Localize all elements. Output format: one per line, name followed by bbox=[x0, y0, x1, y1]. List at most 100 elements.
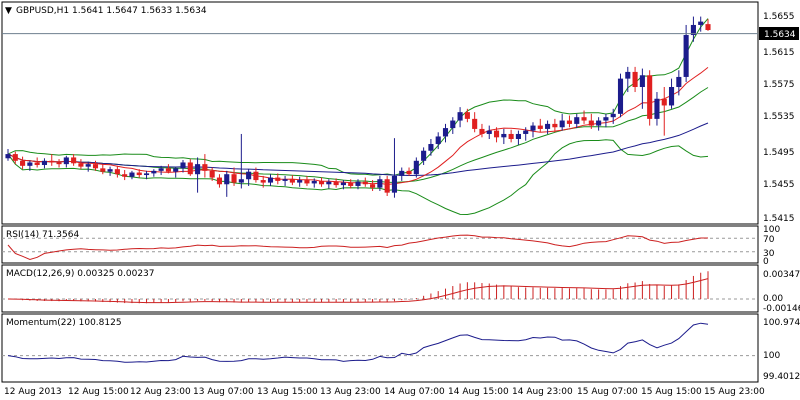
candle-body bbox=[5, 154, 11, 159]
candle-body bbox=[515, 133, 521, 139]
candle-body bbox=[647, 75, 653, 119]
candle-body bbox=[282, 179, 288, 181]
candle-body bbox=[246, 171, 252, 180]
candle-body bbox=[486, 130, 492, 134]
candle-body bbox=[41, 160, 48, 165]
bollinger-upper-band bbox=[7, 18, 709, 176]
price-axis-tick: 1.5575 bbox=[763, 80, 795, 90]
time-axis-tick: 14 Aug 23:00 bbox=[512, 387, 573, 397]
candle-body bbox=[122, 174, 128, 177]
rsi-title: RSI(14) 71.3564 bbox=[6, 230, 79, 240]
momentum-panel[interactable] bbox=[1, 313, 759, 383]
candle-body bbox=[333, 181, 339, 186]
candle-body bbox=[661, 98, 667, 106]
macd-title: MACD(12,26,9) 0.00325 0.00237 bbox=[6, 269, 155, 279]
moving-average-slow bbox=[7, 122, 709, 177]
candle-body bbox=[195, 164, 201, 175]
candle-body bbox=[421, 150, 427, 161]
price-axis: 1.5655 1.5615 1.5575 1.5535 1.5495 1.545… bbox=[763, 12, 795, 224]
candle-body bbox=[92, 164, 99, 169]
candle-body bbox=[165, 168, 171, 172]
candle-body bbox=[107, 169, 113, 172]
candle-body bbox=[158, 168, 164, 171]
candle-body bbox=[501, 133, 507, 138]
candle-body bbox=[151, 170, 157, 174]
candle-body bbox=[391, 175, 398, 193]
macd-axis-tick: 0.00347 bbox=[763, 270, 800, 280]
macd-axis: 0.00347 0.00 -0.00146 bbox=[763, 270, 800, 314]
candle-body bbox=[238, 179, 244, 183]
candle-body bbox=[676, 76, 682, 88]
momentum-axis-tick: 99.4012 bbox=[763, 372, 800, 382]
candle-body bbox=[216, 177, 223, 185]
time-axis-tick: 12 Aug 23:00 bbox=[130, 387, 191, 397]
rsi-panel[interactable] bbox=[1, 225, 759, 264]
candle-body bbox=[56, 162, 62, 165]
candle-body bbox=[413, 160, 419, 175]
candle-body bbox=[472, 118, 478, 129]
price-axis-tick: 1.5655 bbox=[763, 12, 795, 22]
candle-body bbox=[377, 179, 383, 188]
candle-body bbox=[63, 157, 69, 165]
candle-body bbox=[406, 170, 412, 175]
candle-body bbox=[632, 71, 638, 88]
candle-body bbox=[435, 136, 441, 145]
candle-body bbox=[668, 87, 675, 106]
candle-body bbox=[209, 170, 215, 178]
candle-body bbox=[559, 120, 565, 128]
candle-body bbox=[318, 180, 325, 185]
price-series-layer bbox=[5, 16, 711, 216]
candle-body bbox=[180, 162, 186, 169]
candle-body bbox=[457, 112, 463, 121]
macd-axis-tick: -0.00146 bbox=[763, 304, 800, 314]
candle-body bbox=[537, 125, 543, 129]
candle-body bbox=[20, 160, 26, 166]
price-axis-tick: 1.5495 bbox=[763, 148, 795, 158]
candle-body bbox=[49, 160, 55, 163]
price-axis-tick: 1.5615 bbox=[763, 48, 795, 58]
time-axis-tick: 15 Aug 07:00 bbox=[577, 387, 638, 397]
price-axis-tick: 1.5535 bbox=[763, 112, 795, 122]
macd-axis-tick: 0.00 bbox=[763, 294, 783, 304]
candle-body bbox=[275, 177, 281, 181]
candle-body bbox=[617, 78, 624, 114]
momentum-line bbox=[7, 322, 709, 363]
candle-body bbox=[399, 170, 405, 176]
candle-body bbox=[428, 144, 434, 151]
candle-body bbox=[370, 184, 376, 188]
time-axis-tick: 12 Aug 15:00 bbox=[68, 387, 129, 397]
candle-body bbox=[362, 181, 368, 185]
time-axis-tick: 14 Aug 07:00 bbox=[384, 387, 445, 397]
candle-body bbox=[100, 168, 106, 172]
time-axis-tick: 14 Aug 15:00 bbox=[448, 387, 509, 397]
current-price-label: 1.5634 bbox=[764, 30, 796, 40]
time-axis-tick: 13 Aug 07:00 bbox=[193, 387, 254, 397]
candle-body bbox=[683, 35, 689, 77]
candle-body bbox=[12, 154, 18, 161]
candle-body bbox=[297, 180, 303, 183]
candle-body bbox=[311, 180, 317, 184]
candle-body bbox=[231, 174, 237, 183]
macd-panel[interactable] bbox=[1, 264, 759, 313]
candle-body bbox=[355, 181, 361, 186]
candle-body bbox=[464, 112, 470, 119]
candle-body bbox=[187, 162, 193, 175]
time-axis-tick: 12 Aug 2013 bbox=[4, 387, 62, 397]
candle-body bbox=[143, 173, 150, 176]
momentum-axis-tick: 100 bbox=[763, 351, 780, 361]
candle-body bbox=[479, 128, 485, 134]
rsi-axis-tick: 70 bbox=[763, 235, 775, 245]
rsi-line bbox=[7, 234, 708, 261]
indicator-layer bbox=[2, 234, 758, 363]
rsi-axis-tick: 100 bbox=[763, 225, 780, 235]
rsi-axis-tick: 30 bbox=[763, 249, 775, 259]
candle-body bbox=[705, 24, 711, 30]
candle-body bbox=[348, 182, 354, 186]
rsi-axis-tick: 0 bbox=[763, 257, 769, 267]
candle-body bbox=[289, 179, 295, 183]
time-axis-tick: 15 Aug 15:00 bbox=[641, 387, 702, 397]
candle-body bbox=[596, 120, 602, 126]
current-price-tag bbox=[759, 27, 799, 40]
candle-body bbox=[85, 164, 91, 167]
